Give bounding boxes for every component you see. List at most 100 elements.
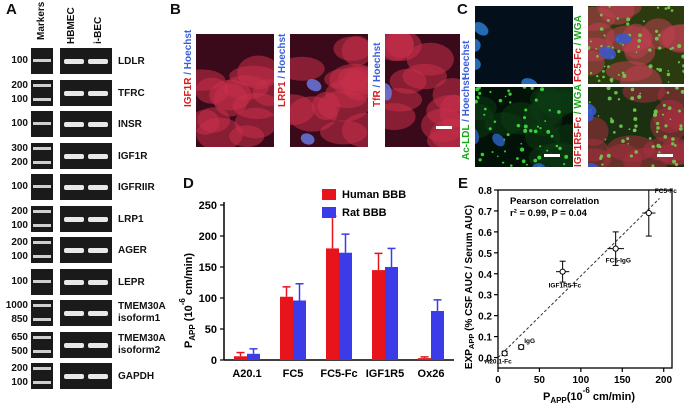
granule-dot xyxy=(621,139,625,143)
granule-dot xyxy=(508,92,512,96)
granule-dot xyxy=(674,162,679,167)
ibec-band xyxy=(88,374,108,379)
granule-dot xyxy=(510,164,513,167)
hbmec-band xyxy=(64,59,84,64)
granule-dot xyxy=(667,81,670,83)
granule-dot xyxy=(652,112,658,118)
hbmec-band xyxy=(64,153,84,159)
marker-band xyxy=(33,241,51,244)
ibec-band xyxy=(88,59,108,64)
label-segment: APP xyxy=(188,324,197,341)
granule-dot xyxy=(630,87,635,92)
marker-band xyxy=(33,223,51,227)
molecular-weight-label: 200 xyxy=(11,156,28,168)
granule-dot xyxy=(671,46,674,50)
scale-bar xyxy=(436,126,452,129)
gene-label-line2: isoform2 xyxy=(118,344,161,356)
gene-label: TMEM30A xyxy=(118,332,166,344)
nucleus xyxy=(300,133,315,145)
granule-dot xyxy=(548,109,551,112)
label-segment: / xyxy=(277,73,288,82)
ibec-band xyxy=(88,122,108,127)
ibec-band xyxy=(88,153,108,159)
gene-label: AGER xyxy=(118,245,147,256)
y-tick-label: 0.8 xyxy=(478,186,492,197)
granule-dot xyxy=(658,46,662,50)
cell-body xyxy=(605,61,653,82)
y-axis-label: EXPAPP (% CSF AUC / Serum AUC) xyxy=(464,205,476,369)
molecular-weight-label: 650 xyxy=(11,331,28,343)
granule-dot xyxy=(588,101,591,104)
cell-body xyxy=(500,102,541,135)
panel-label-b: B xyxy=(170,1,181,18)
molecular-weight-label: 500 xyxy=(11,345,28,357)
granule-dot xyxy=(506,133,510,137)
category-label: FC5-Fc xyxy=(320,368,357,380)
granule-dot xyxy=(491,151,494,154)
micrograph-c-label: IGF1R5-Fc / WGA xyxy=(573,84,584,167)
granule-dot xyxy=(667,106,672,111)
hbmec-band xyxy=(64,279,84,285)
granule-dot xyxy=(656,126,660,130)
granule-dot xyxy=(655,130,659,133)
granule-dot xyxy=(642,20,645,23)
molecular-weight-label: 100 xyxy=(11,251,28,262)
nucleus xyxy=(532,163,546,167)
marker-band xyxy=(33,279,51,283)
ibec-band xyxy=(88,216,108,222)
y-axis-label: PAPP (10-6 cm/min) xyxy=(178,253,197,348)
granule-dot xyxy=(629,154,633,158)
data-point xyxy=(645,209,652,217)
ibec-band xyxy=(88,342,108,348)
granule-dot xyxy=(522,87,527,89)
granule-dot xyxy=(622,73,627,78)
granule-dot xyxy=(480,152,485,157)
micrograph-b-1 xyxy=(196,34,274,147)
granule-dot xyxy=(597,115,600,117)
granule-dot xyxy=(671,142,675,146)
granule-dot xyxy=(504,95,507,98)
gene-label: IGF1R xyxy=(118,150,148,162)
granule-dot xyxy=(558,146,562,151)
granule-dot xyxy=(621,71,625,75)
micrograph-c-label: Hoechst xyxy=(461,41,472,80)
granule-dot xyxy=(597,79,601,83)
granule-dot xyxy=(488,127,492,131)
label-segment: / xyxy=(183,69,194,78)
molecular-weight-label: 100 xyxy=(11,55,28,66)
molecular-weight-label: 100 xyxy=(11,118,28,129)
granule-dot xyxy=(530,87,534,90)
gel-header-markers: Markers xyxy=(36,1,47,40)
granule-dot xyxy=(619,124,623,128)
granule-dot xyxy=(666,91,670,94)
marker-band xyxy=(33,209,51,213)
x-tick-label: 0 xyxy=(495,375,501,386)
granule-dot xyxy=(677,61,681,64)
granule-dot xyxy=(475,99,478,104)
gene-label: LEPR xyxy=(118,276,145,288)
marker-band xyxy=(33,146,51,150)
nucleus xyxy=(614,33,632,45)
granule-dot xyxy=(534,98,538,102)
granule-dot xyxy=(662,103,666,107)
cell-body xyxy=(539,91,573,114)
cell-body xyxy=(196,77,229,104)
granule-dot xyxy=(634,150,638,154)
label-segment: TfR xyxy=(372,90,383,107)
label-segment: WGA xyxy=(573,15,584,40)
granule-dot xyxy=(638,33,642,38)
granule-dot xyxy=(626,22,630,26)
nucleus xyxy=(588,103,597,116)
granule-dot xyxy=(610,117,613,120)
granule-dot xyxy=(520,147,525,152)
y-tick-label: 0.2 xyxy=(478,312,492,323)
category-label: Ox26 xyxy=(418,368,445,380)
y-tick-label: 0 xyxy=(211,355,217,367)
label-segment: (% CSF AUC / Serum AUC) xyxy=(464,205,475,334)
granule-dot xyxy=(662,113,665,116)
label-segment: Ac-LDL xyxy=(461,124,472,160)
label-segment: IGF1R5-Fc xyxy=(573,116,584,167)
granule-dot xyxy=(604,138,607,141)
cell-body xyxy=(588,116,609,146)
cell-body xyxy=(290,56,325,81)
